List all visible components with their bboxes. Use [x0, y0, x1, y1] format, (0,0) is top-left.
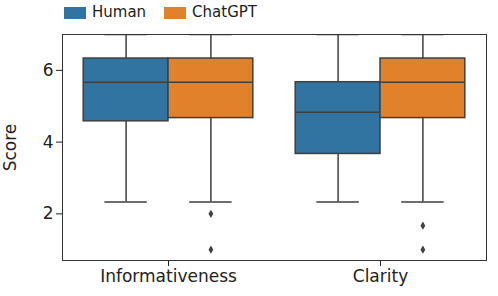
svg-text:4: 4	[43, 132, 54, 152]
html-text:Human: Human	[92, 3, 147, 21]
svg-text:Clarity: Clarity	[353, 266, 408, 286]
html-text:ChatGPT: ChatGPT	[192, 3, 257, 21]
svg-text:6: 6	[43, 60, 54, 80]
svg-text:2: 2	[43, 203, 54, 223]
svg-text:Informativeness: Informativeness	[100, 266, 237, 286]
svg-text:Score: Score	[0, 124, 20, 172]
